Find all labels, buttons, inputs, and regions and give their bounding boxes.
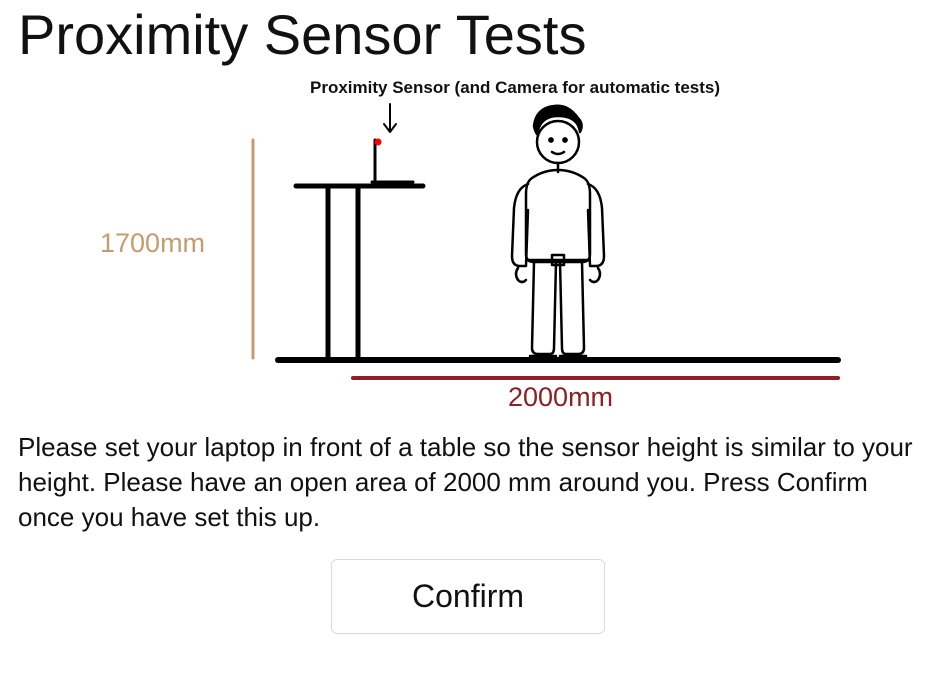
sensor-dot-icon: [375, 139, 382, 146]
setup-diagram: Proximity Sensor (and Camera for automat…: [0, 78, 936, 426]
diagram-svg: [78, 78, 858, 418]
confirm-button[interactable]: Confirm: [331, 559, 605, 634]
page-title: Proximity Sensor Tests: [0, 0, 936, 78]
laptop-icon: [372, 140, 413, 182]
arrow-down-icon: [384, 104, 396, 132]
setup-instructions: Please set your laptop in front of a tab…: [0, 426, 936, 549]
table-icon: [296, 186, 423, 358]
person-icon: [512, 106, 604, 356]
